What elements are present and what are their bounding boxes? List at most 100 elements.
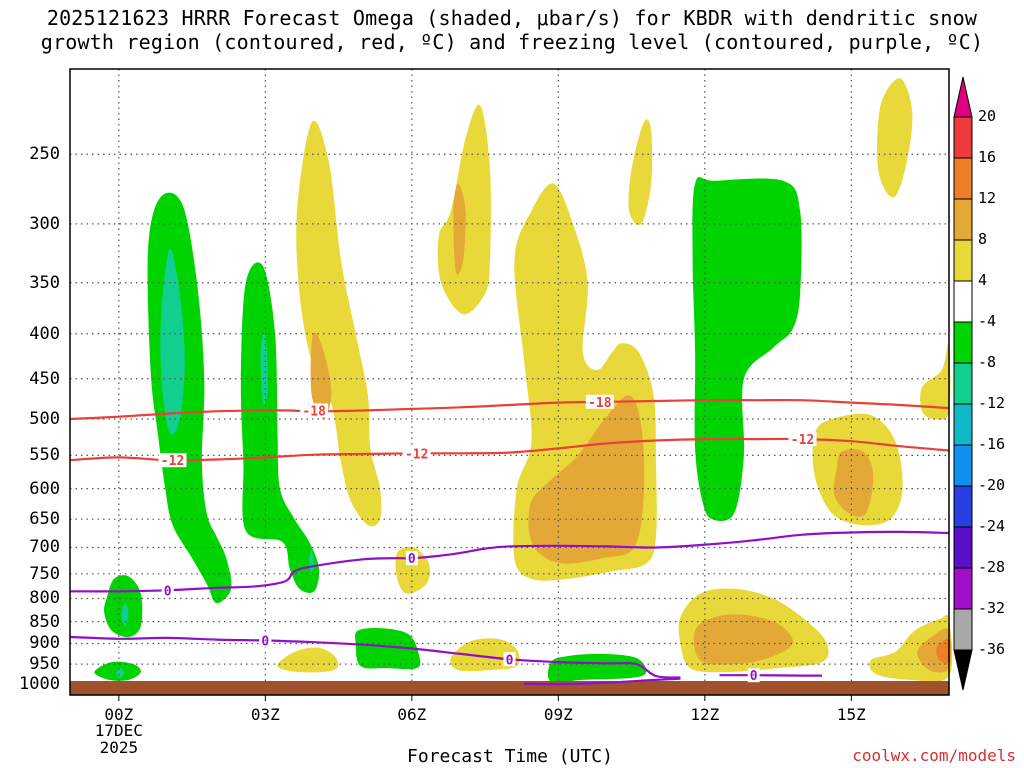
omega-region-9 [355, 627, 421, 670]
freezing-level-contour-label: 0 [506, 653, 514, 668]
colorbar-tick-label: -24 [978, 517, 1006, 535]
x-tick-label: 00Z [104, 705, 134, 724]
chart-title-line-2: growth region (contoured, red, ºC) and f… [40, 30, 984, 54]
colorbar-bin-8 [953, 403, 973, 446]
x-axis-label: Forecast Time (UTC) [407, 746, 613, 767]
dgz-isotherm-contour-label: -18 [302, 404, 326, 419]
x-tick-label: 06Z [397, 705, 427, 724]
colorbar-tick-label: -12 [978, 394, 1006, 412]
colorbar-bin-0 [953, 76, 973, 118]
omega-region-21 [877, 78, 913, 198]
x-tick-label: 15Z [836, 705, 866, 724]
omega-region-3 [116, 668, 124, 678]
dgz-isotherm-contour-label-bg [402, 446, 431, 461]
freezing-level-contour-label-bg [405, 551, 418, 566]
dgz-isotherm-contour-label: -12 [791, 433, 814, 448]
chart-title: 2025121623 HRRR Forecast Omega (shaded, … [46, 6, 978, 30]
omega-region-18 [528, 395, 645, 564]
colorbar-tick-label: 8 [978, 230, 988, 248]
omega-region-5 [160, 248, 185, 436]
colorbar-tick-label: 12 [978, 189, 997, 207]
y-tick-label: 250 [29, 144, 60, 165]
dgz-isotherm-contour-label-bg [300, 403, 329, 418]
freezing-level-contour-0 [69, 530, 950, 593]
colorbar-tick-label: -8 [978, 353, 997, 371]
colorbar-bin-1 [953, 116, 973, 159]
freezing-level-contour-3 [524, 677, 681, 686]
y-tick-label: 950 [29, 654, 60, 675]
plot-frame [69, 68, 950, 696]
x-tick-label: 09Z [543, 705, 573, 724]
colorbar-tick-label: 16 [978, 148, 997, 166]
colorbar-bin-9 [953, 444, 973, 487]
date-label-year: 2025 [99, 738, 139, 757]
colorbar-bin-5 [953, 280, 973, 323]
colorbar-bin-11 [953, 526, 973, 569]
dgz-isotherm-contour-label: -12 [161, 454, 184, 469]
y-tick-label: 450 [29, 368, 60, 389]
dgz-isotherm-contour-label: -18 [588, 396, 612, 411]
dgz-isotherm-contour-label-bg [158, 453, 187, 468]
date-label-day: 17DEC [94, 721, 143, 740]
colorbar-bin-6 [953, 321, 973, 364]
y-tick-label: 350 [29, 272, 60, 293]
omega-region-1 [121, 603, 129, 627]
omega-region-15 [453, 183, 466, 275]
dgz-isotherm-contour-label: -12 [405, 447, 428, 462]
colorbar-bin-3 [953, 198, 973, 241]
omega-region-13 [310, 332, 332, 419]
freezing-level-contour-label-bg [503, 652, 516, 667]
contour-lines: -18 -18 -12 -12 -12 0 0 0 0 0 [69, 394, 950, 686]
omega-region-12 [296, 120, 382, 527]
colorbar-bin-14 [953, 649, 973, 691]
colorbar-bin-7 [953, 362, 973, 405]
freezing-level-contour-1 [69, 635, 681, 679]
freezing-level-contour-label: 0 [750, 669, 758, 684]
y-tick-label: 550 [29, 445, 60, 466]
omega-region-20 [833, 449, 874, 517]
colorbar-bin-13 [953, 608, 973, 651]
freezing-level-contour-label: 0 [164, 584, 172, 599]
freezing-level-contour-label-bg [161, 583, 174, 598]
colorbar-tick-label: -28 [978, 558, 1006, 576]
omega-region-16 [628, 119, 653, 226]
y-tick-label: 800 [29, 588, 60, 609]
colorbar-bin-2 [953, 157, 973, 200]
colorbar-tick-label: 20 [978, 107, 997, 125]
ground-band [70, 681, 949, 695]
omega-region-25 [450, 638, 520, 672]
freezing-level-contour-label-bg [259, 633, 272, 648]
colorbar-tick-label: 4 [978, 271, 988, 289]
y-tick-label: 750 [29, 563, 60, 584]
omega-region-11 [692, 177, 802, 522]
x-tick-label: 12Z [690, 705, 720, 724]
y-tick-label: 600 [29, 478, 60, 499]
omega-region-7 [260, 332, 268, 406]
colorbar-bin-12 [953, 567, 973, 610]
colorbar-bin-4 [953, 239, 973, 282]
freezing-level-contour-label: 0 [408, 552, 416, 567]
colorbar [953, 76, 973, 691]
y-tick-label: 900 [29, 633, 60, 654]
colorbar-tick-label: -16 [978, 435, 1006, 453]
colorbar-bin-10 [953, 485, 973, 528]
omega-region-6 [240, 262, 320, 593]
y-tick-label: 400 [29, 323, 60, 344]
freezing-level-contour-label-bg [747, 668, 760, 683]
omega-region-30 [936, 638, 951, 664]
credit-text: coolwx.com/models [852, 746, 1016, 765]
dgz-isotherm-contour-0 [69, 398, 950, 421]
colorbar-tick-label: -36 [978, 640, 1006, 658]
y-tick-label: 1000 [19, 673, 60, 694]
omega-region-10 [547, 653, 647, 683]
omega-region-24 [277, 647, 339, 673]
colorbar-tick-label: -20 [978, 476, 1006, 494]
colorbar-tick-label: -32 [978, 599, 1006, 617]
dgz-isotherm-contour-label-bg [585, 394, 614, 409]
y-tick-label: 500 [29, 408, 60, 429]
freezing-level-contour-label: 0 [261, 634, 269, 649]
y-tick-label: 650 [29, 509, 60, 530]
x-tick-label: 03Z [250, 705, 280, 724]
y-tick-label: 300 [29, 213, 60, 234]
